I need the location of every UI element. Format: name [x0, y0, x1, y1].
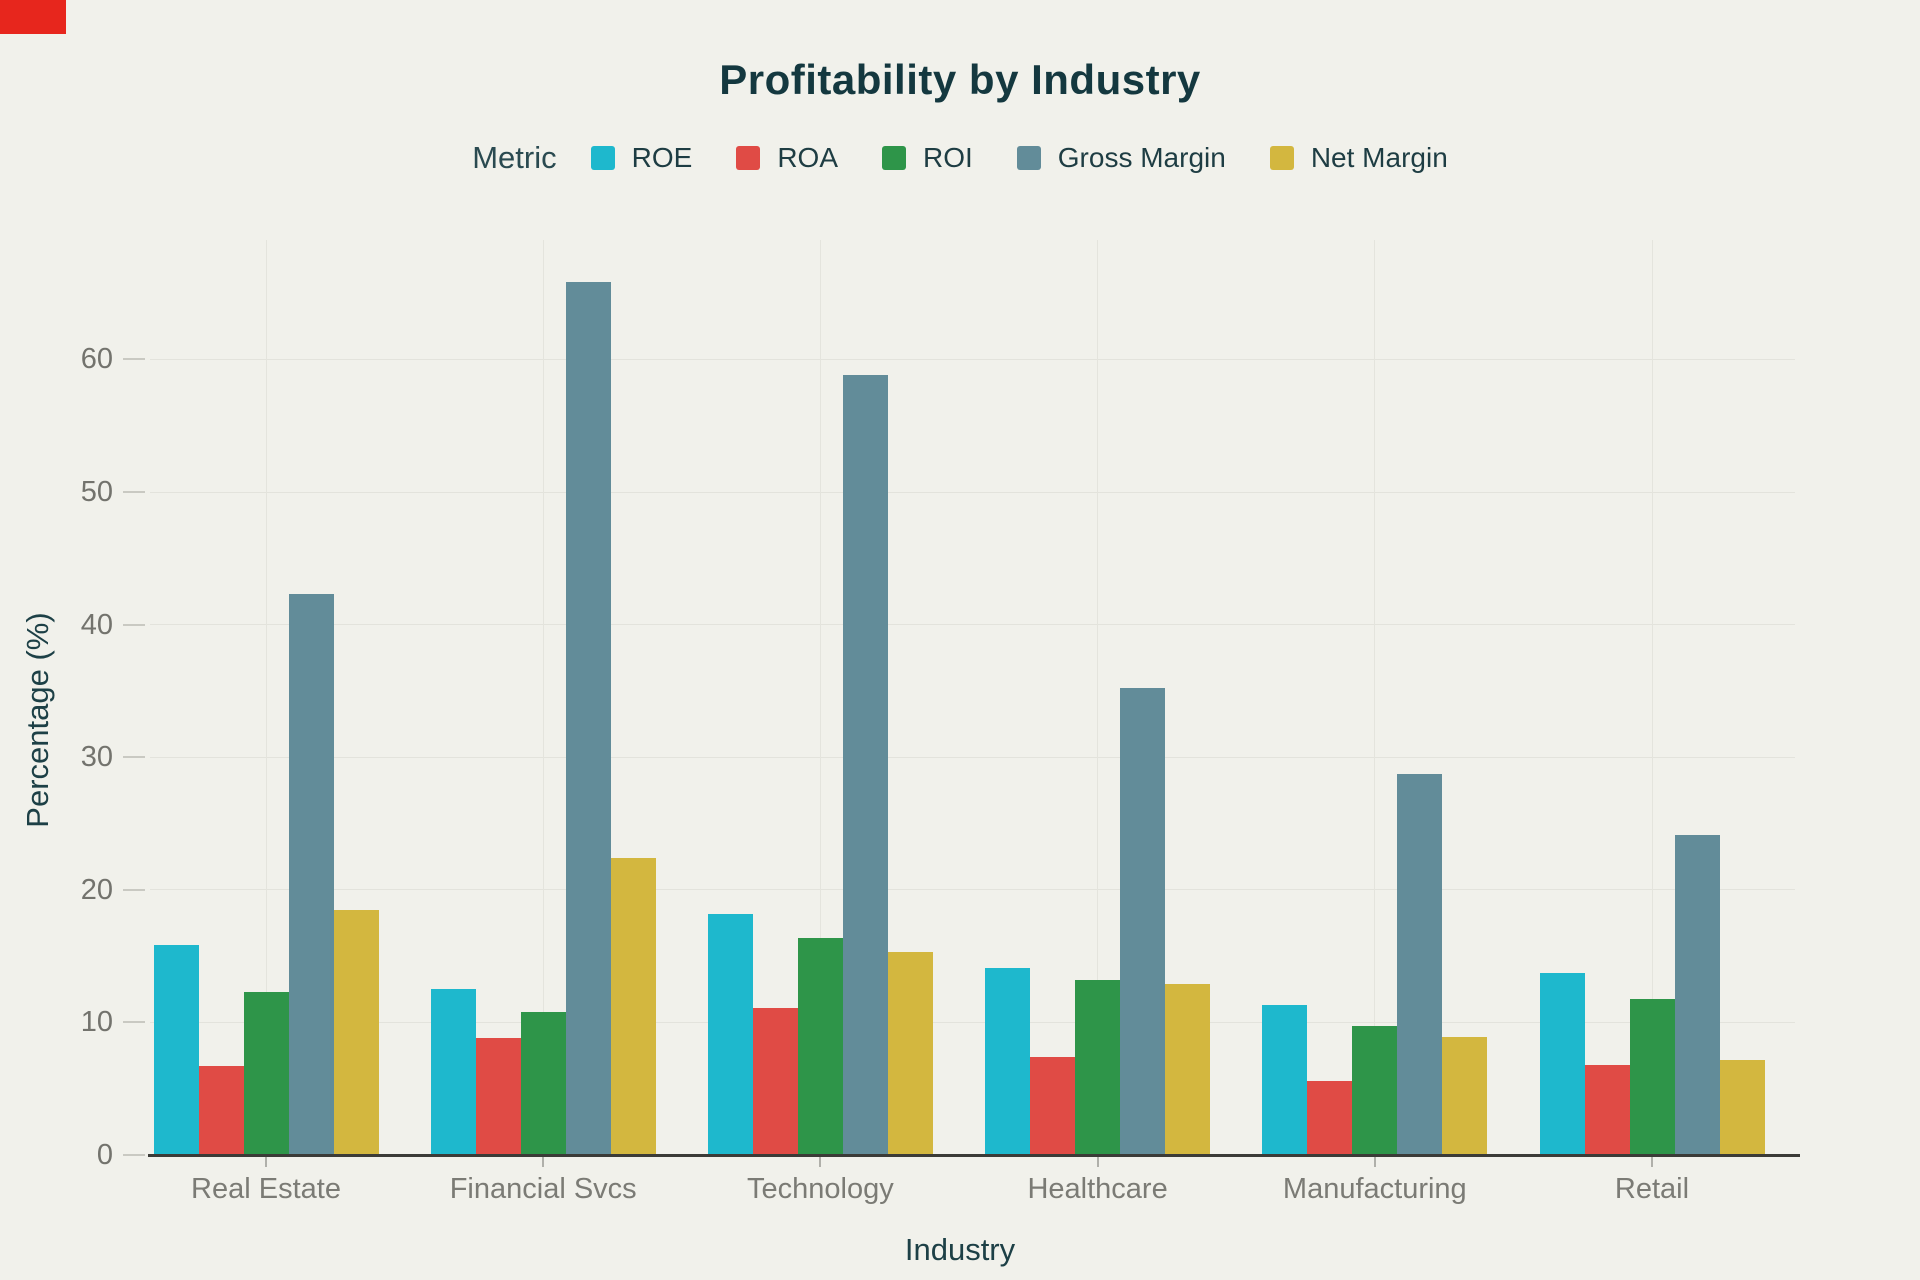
x-tick-label: Retail — [1614, 1173, 1690, 1205]
x-tick-mark — [1651, 1155, 1653, 1167]
bar-net-margin — [333, 909, 379, 1155]
bar-roe — [430, 989, 476, 1155]
bar-roe — [1539, 973, 1585, 1155]
bar-roi — [1075, 979, 1121, 1155]
bar-roa — [198, 1066, 244, 1155]
y-tick-label: 30 — [80, 741, 113, 774]
x-tick-label: Financial Svcs — [449, 1173, 637, 1205]
bar-gross-margin — [1397, 774, 1443, 1155]
y-tick-label: 0 — [96, 1139, 113, 1171]
x-tick-label: Manufacturing — [1282, 1173, 1467, 1205]
x-tick-mark — [1373, 1155, 1376, 1167]
y-tick-label: 40 — [80, 608, 113, 641]
legend-item-gross-margin[interactable]: Gross Margin — [1016, 142, 1226, 174]
bar-gross-margin — [288, 594, 334, 1155]
y-tick-mark — [123, 358, 145, 361]
bar-roi — [243, 991, 289, 1155]
y-tick-mark — [123, 623, 145, 626]
x-tick-mark — [542, 1155, 545, 1167]
x-tick-label: Healthcare — [1027, 1173, 1168, 1205]
bar-net-margin — [1719, 1059, 1765, 1155]
y-tick-mark — [123, 491, 145, 493]
bar-roa — [1030, 1056, 1076, 1155]
bar-gross-margin — [842, 375, 888, 1155]
bar-roa — [1584, 1064, 1630, 1155]
bar-roi — [520, 1011, 566, 1155]
bar-net-margin — [1165, 983, 1211, 1155]
legend-item-roe[interactable]: ROE — [590, 142, 693, 174]
bar-gross-margin — [1674, 835, 1720, 1155]
bar-net-margin — [887, 952, 933, 1155]
y-tick-mark — [123, 1021, 145, 1024]
y-gridline — [150, 756, 1795, 758]
legend-swatch-icon — [736, 146, 761, 170]
y-axis-title: Percentage (%) — [20, 612, 55, 828]
bar-roa — [752, 1007, 798, 1155]
y-tick-mark — [123, 888, 145, 891]
legend-title: Metric — [472, 140, 557, 175]
x-tick-label: Real Estate — [191, 1173, 341, 1205]
legend-label: ROE — [631, 142, 693, 173]
bar-gross-margin — [565, 282, 611, 1155]
legend-swatch-icon — [1016, 146, 1041, 170]
legend-label: ROI — [923, 142, 973, 173]
y-tick-label: 20 — [80, 873, 113, 906]
x-tick-mark — [1096, 1155, 1099, 1167]
bar-gross-margin — [1120, 688, 1166, 1155]
x-gridline — [1651, 240, 1653, 1155]
bar-roi — [1629, 998, 1675, 1155]
x-gridline — [542, 240, 544, 1155]
x-gridline — [819, 240, 821, 1155]
bar-net-margin — [1442, 1036, 1488, 1155]
chart-title: Profitability by Industry — [719, 56, 1201, 103]
recording-indicator — [0, 0, 66, 34]
legend-item-roi[interactable]: ROI — [882, 142, 973, 174]
bar-roi — [1352, 1026, 1398, 1155]
legend-items: ROE ROA ROI Gross Margin Net Margin — [590, 142, 1448, 174]
x-axis-line — [148, 1153, 1800, 1157]
y-gridline — [150, 358, 1795, 360]
legend-item-net-margin[interactable]: Net Margin — [1269, 142, 1448, 174]
y-gridline — [150, 624, 1795, 626]
y-tick-label: 60 — [80, 343, 113, 376]
x-tick-label: Technology — [747, 1173, 894, 1205]
legend-label: ROA — [777, 142, 838, 173]
x-gridline — [1374, 240, 1376, 1155]
y-tick-label: 50 — [80, 476, 113, 508]
y-tick-label: 10 — [80, 1006, 113, 1039]
y-tick-mark — [123, 1154, 145, 1156]
y-gridline — [150, 889, 1795, 891]
y-tick-mark — [123, 756, 145, 759]
bar-roe — [1262, 1005, 1308, 1155]
bar-roe — [153, 945, 199, 1155]
legend-label: Gross Margin — [1057, 142, 1226, 173]
legend: Metric ROE ROA ROI Gross Margin Net Margin — [0, 140, 1920, 176]
legend-item-roa[interactable]: ROA — [736, 142, 838, 174]
bar-roa — [1307, 1080, 1353, 1155]
bar-roi — [797, 937, 843, 1155]
y-gridline — [150, 1021, 1795, 1023]
bar-net-margin — [610, 857, 656, 1155]
bar-roa — [475, 1038, 521, 1155]
x-axis-title: Industry — [904, 1232, 1016, 1267]
x-gridline — [1097, 240, 1099, 1155]
y-gridline — [150, 491, 1795, 493]
x-gridline — [265, 240, 267, 1155]
x-tick-mark — [265, 1155, 267, 1167]
x-tick-mark — [819, 1155, 822, 1167]
legend-swatch-icon — [590, 146, 615, 170]
bar-roe — [985, 968, 1031, 1155]
bar-roe — [707, 913, 753, 1155]
legend-swatch-icon — [1269, 146, 1294, 170]
legend-label: Net Margin — [1310, 142, 1448, 173]
legend-swatch-icon — [882, 146, 906, 170]
